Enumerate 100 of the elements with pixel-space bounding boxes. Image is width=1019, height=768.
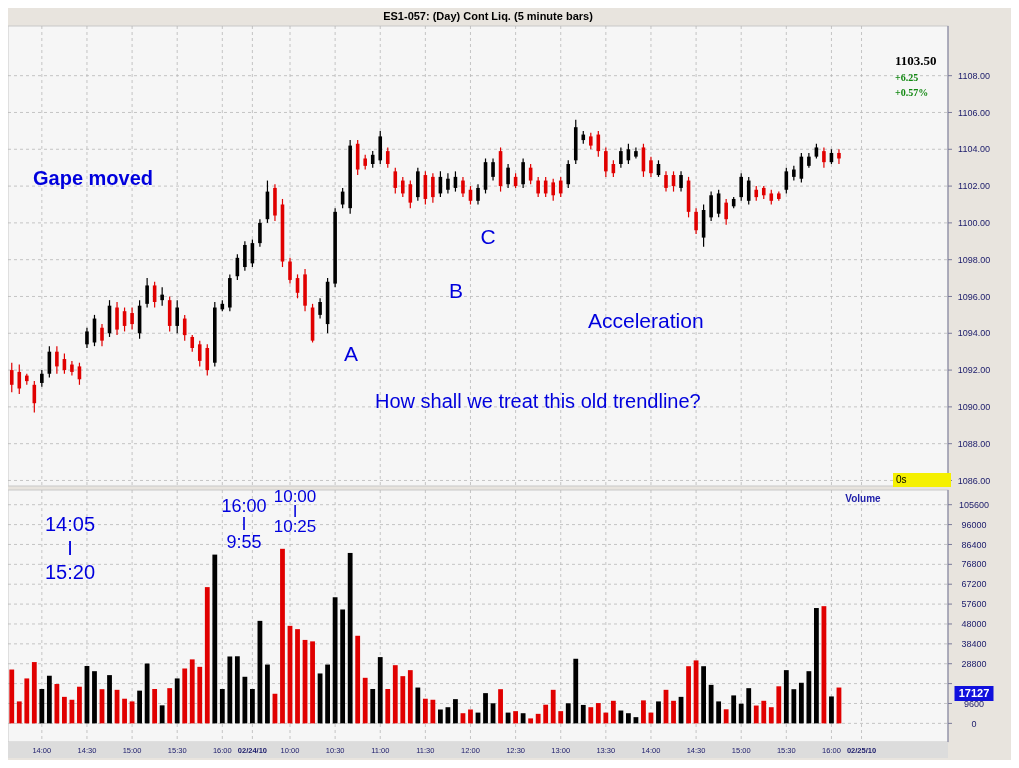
bar — [528, 718, 534, 724]
bar — [761, 700, 767, 724]
bar — [332, 597, 338, 724]
bar — [189, 659, 195, 724]
bar — [438, 709, 443, 724]
annotation: 16:00 I 9:55 — [221, 496, 267, 552]
bar — [227, 656, 233, 724]
candlestick — [694, 207, 698, 235]
bar — [9, 669, 15, 724]
annotation: Acceleration — [588, 309, 704, 332]
candlestick — [378, 130, 383, 165]
candlestick — [401, 176, 405, 198]
candlestick — [197, 340, 202, 367]
annotation: +0.57% — [895, 87, 929, 98]
bar — [242, 676, 248, 724]
bar — [783, 670, 789, 724]
y-tick-label: 76800 — [961, 559, 987, 570]
candlestick — [160, 286, 164, 307]
bar — [122, 698, 127, 724]
bar — [407, 670, 413, 724]
candlestick — [709, 191, 713, 222]
bar — [370, 688, 376, 724]
bar — [31, 662, 37, 724]
candlestick — [100, 323, 104, 347]
bar — [618, 710, 624, 724]
bar — [204, 587, 210, 724]
readout-field: 0s — [893, 473, 951, 487]
bar — [159, 705, 165, 724]
y-tick-label: 9600 — [963, 698, 985, 709]
bar — [738, 703, 744, 724]
candlestick — [837, 148, 841, 165]
bar — [603, 712, 609, 724]
bar — [24, 678, 30, 724]
bar — [573, 658, 579, 724]
candlestick — [536, 176, 540, 198]
bar — [829, 696, 834, 724]
annotation: How shall we treat this old trendline? — [375, 390, 701, 412]
y-tick-label: 48000 — [961, 619, 987, 630]
candlestick — [461, 176, 465, 198]
candlestick — [446, 172, 450, 195]
bar — [626, 713, 631, 724]
bar — [580, 704, 586, 724]
candlestick — [288, 257, 292, 285]
candlestick — [566, 159, 571, 189]
candlestick — [55, 345, 59, 375]
bar — [550, 689, 556, 724]
bar — [340, 609, 346, 724]
bar — [565, 703, 571, 724]
bar — [137, 690, 142, 724]
candlestick — [17, 363, 22, 395]
bar — [453, 699, 458, 724]
candlestick — [476, 183, 480, 206]
bar — [716, 701, 722, 724]
candlestick — [746, 176, 751, 206]
y-tick-label: 1108.00 — [958, 70, 990, 81]
y-tick-label: 1088.00 — [957, 438, 991, 449]
bar — [595, 703, 601, 724]
bar — [422, 698, 428, 724]
bar — [234, 656, 240, 724]
y-tick-label: 1096.00 — [957, 291, 991, 302]
candlestick — [822, 146, 826, 169]
bar — [355, 635, 361, 724]
candlestick — [182, 314, 187, 342]
bar — [746, 688, 752, 724]
candlestick — [175, 299, 179, 334]
bar — [107, 675, 112, 724]
y-tick-label: 1102.00 — [958, 181, 990, 192]
y-tick-label: 28800 — [961, 658, 987, 669]
bar — [39, 688, 45, 724]
bar — [250, 688, 255, 724]
annotation: C — [480, 225, 496, 248]
bar — [385, 688, 391, 724]
candlestick — [318, 297, 322, 320]
candlestick — [558, 176, 563, 198]
bar — [776, 686, 782, 724]
candlestick — [431, 172, 435, 204]
bar — [806, 671, 812, 724]
candlestick — [243, 240, 247, 272]
bar — [708, 684, 714, 724]
candlestick — [551, 178, 555, 202]
y-tick-label: 1094.00 — [957, 328, 991, 339]
bar — [798, 682, 804, 724]
bar — [701, 666, 706, 724]
candlestick — [385, 146, 390, 169]
bar — [768, 707, 774, 724]
bar — [400, 676, 406, 724]
y-tick-label: 96000 — [961, 519, 987, 530]
bar — [513, 711, 518, 724]
y-tick-label: 1104.00 — [958, 144, 990, 155]
bar — [641, 700, 646, 724]
bar — [656, 701, 661, 724]
bar — [731, 695, 737, 724]
candlestick — [604, 146, 608, 178]
candlestick — [9, 362, 14, 393]
annotation: 10:00 I 10:25 — [273, 487, 317, 536]
bar — [543, 704, 549, 724]
bar — [377, 657, 383, 724]
y-tick-label: 1090.00 — [957, 402, 991, 413]
annotation: B — [448, 279, 464, 302]
candlestick — [724, 198, 728, 226]
